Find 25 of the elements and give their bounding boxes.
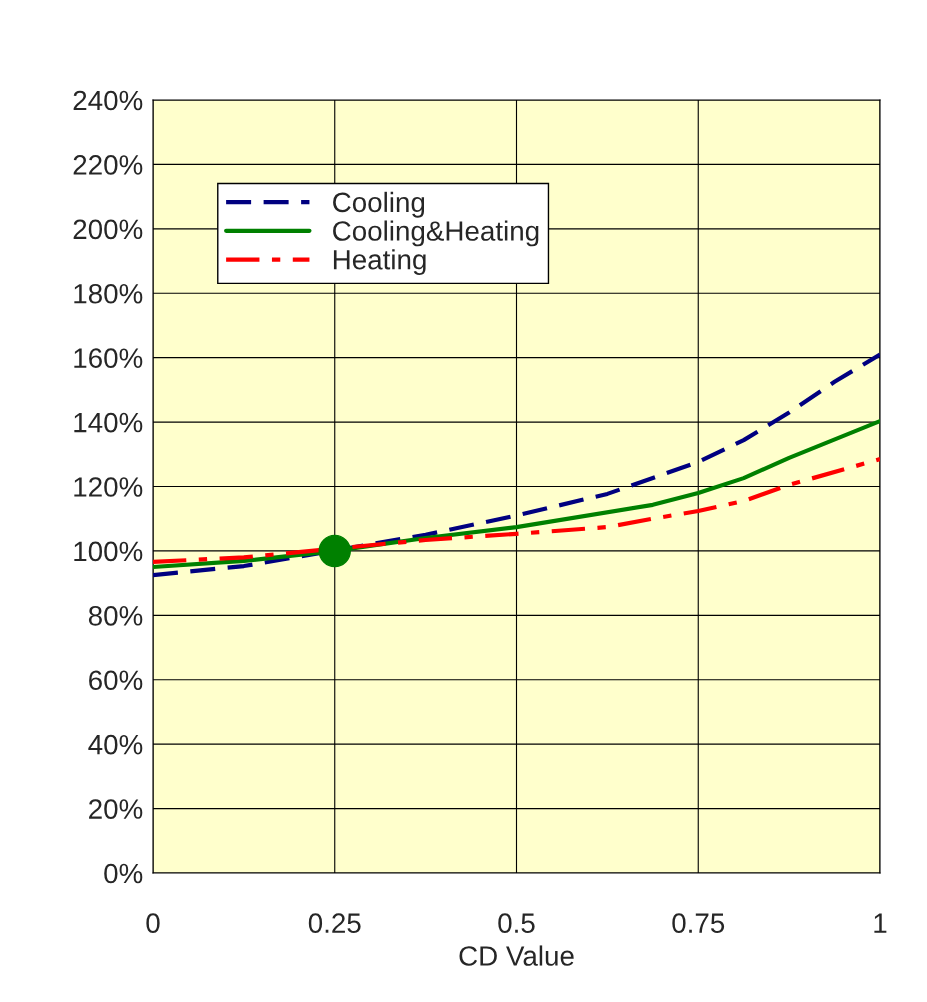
y-tick-label: 100% [74, 541, 143, 562]
line-series [153, 457, 880, 564]
y-tick-label: 220% [73, 155, 143, 175]
y-tick-label: 20% [89, 799, 143, 819]
legend-label: Heating [333, 249, 426, 276]
y-tick-label: 180% [74, 283, 143, 304]
y-tick-label: 240% [73, 90, 143, 111]
legend-label: Cooling [333, 191, 425, 218]
x-tick-label: 0 [146, 913, 160, 933]
y-tick-label: 140% [74, 412, 143, 433]
y-tick-label: 200% [73, 219, 143, 240]
y-tick-label: 40% [88, 734, 143, 755]
y-tick-label: 60% [89, 670, 143, 691]
y-tick-label: 80% [88, 606, 143, 626]
legend-label: Cooling&Heating [333, 220, 539, 247]
line-series [153, 352, 880, 578]
y-tick-label: 160% [74, 348, 143, 369]
y-tick-label: 0% [104, 863, 143, 884]
x-axis-title: CD Value [459, 945, 574, 966]
x-tick-label: 0.25 [308, 913, 361, 933]
x-tick-label: 0.75 [672, 913, 725, 933]
line-series [153, 419, 880, 570]
x-tick-label: 1 [874, 913, 887, 933]
x-tick-label: 0.5 [498, 913, 535, 933]
y-tick-label: 120% [74, 477, 143, 497]
